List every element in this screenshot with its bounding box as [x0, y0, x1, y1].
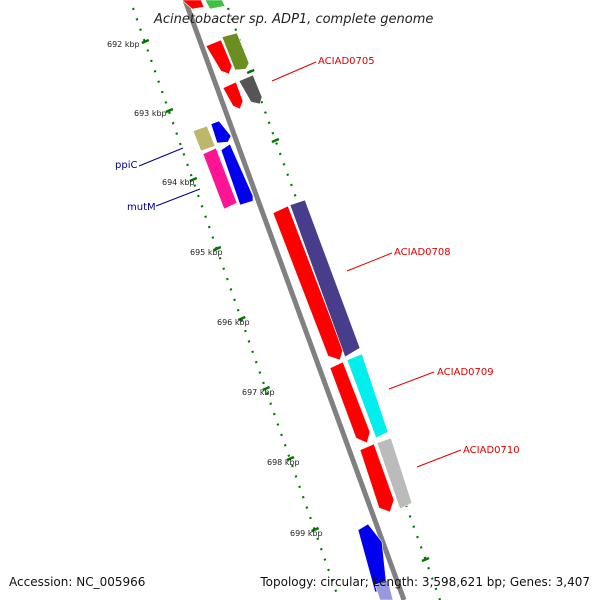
feature-cds-c[interactable] [272, 205, 344, 361]
feature-cds-b[interactable] [222, 81, 244, 110]
tick-label-697: 697 kbp [242, 388, 275, 397]
feature-cyan[interactable] [346, 353, 389, 439]
ruler-labels: 692 kbp 693 kbp 694 kbp 695 kbp 696 kbp … [107, 40, 323, 538]
feature-darkgray[interactable] [238, 74, 263, 105]
ruler-tick-outer-0 [246, 68, 255, 75]
tick-label-692: 692 kbp [107, 40, 140, 49]
gene-label-mutm[interactable]: mutM [127, 202, 156, 213]
ruler-tick-inner-4 [237, 315, 246, 322]
ruler-tick-outer-7 [421, 556, 430, 563]
leader-aciad0710 [416, 449, 462, 468]
feature-khaki[interactable] [192, 125, 216, 152]
ruler-tick-inner-7 [311, 526, 320, 533]
feature-green-top[interactable] [204, 0, 226, 10]
leader-aciad0709 [388, 371, 435, 390]
feature-cds-e[interactable] [359, 443, 395, 513]
tick-label-699: 699 kbp [290, 529, 323, 538]
ruler-tick-inner-1 [165, 107, 174, 114]
ruler-tick-inner-3 [213, 245, 222, 252]
footer-accession: Accession: NC_005966 [9, 575, 145, 589]
leader-ppic [138, 147, 184, 167]
ruler-tick-outer-1 [271, 137, 280, 144]
feature-blue-small[interactable] [210, 120, 232, 144]
feature-blue-large[interactable] [220, 143, 254, 206]
gene-label-aciad0708[interactable]: ACIAD0708 [394, 247, 451, 258]
feature-cds-a[interactable] [205, 39, 233, 75]
footer-summary: Topology: circular; Length: 3,598,621 bp… [259, 575, 590, 589]
leader-aciad0705 [271, 61, 317, 82]
feature-lavender-bottom[interactable] [374, 579, 394, 600]
label-leaders [138, 61, 462, 468]
gene-label-ppic[interactable]: ppiC [115, 160, 137, 171]
ruler-tick-inner-0 [141, 38, 150, 45]
feature-track [181, 0, 413, 600]
leader-mutm [155, 188, 201, 207]
feature-cds-d[interactable] [329, 361, 371, 444]
map-title: Acinetobacter sp. ADP1, complete genome [153, 12, 433, 27]
tick-label-694: 694 kbp [162, 178, 195, 187]
genome-backbone [182, 0, 407, 600]
gene-label-aciad0705[interactable]: ACIAD0705 [318, 56, 375, 67]
tick-label-693: 693 kbp [134, 109, 167, 118]
tick-label-695: 695 kbp [190, 248, 223, 257]
feature-blue-bottom[interactable] [357, 523, 388, 593]
gene-label-aciad0709[interactable]: ACIAD0709 [437, 367, 494, 378]
gene-labels: ACIAD0705 ACIAD0708 ACIAD0709 ACIAD0710 … [115, 56, 520, 456]
ruler-tick-inner-2 [189, 176, 198, 183]
feature-cds-top[interactable] [181, 0, 205, 10]
leader-aciad0708 [346, 252, 393, 272]
feature-silver[interactable] [376, 437, 413, 510]
tick-label-698: 698 kbp [267, 458, 300, 467]
ruler-tick-inner-6 [286, 455, 295, 462]
gene-label-aciad0710[interactable]: ACIAD0710 [463, 445, 520, 456]
feature-pink[interactable] [202, 147, 238, 210]
feature-olive[interactable] [221, 32, 250, 71]
ruler-dotted-guides [131, 7, 442, 600]
ruler-tick-inner-5 [262, 385, 271, 392]
feature-slate[interactable] [289, 199, 361, 358]
tick-label-696: 696 kbp [217, 318, 250, 327]
